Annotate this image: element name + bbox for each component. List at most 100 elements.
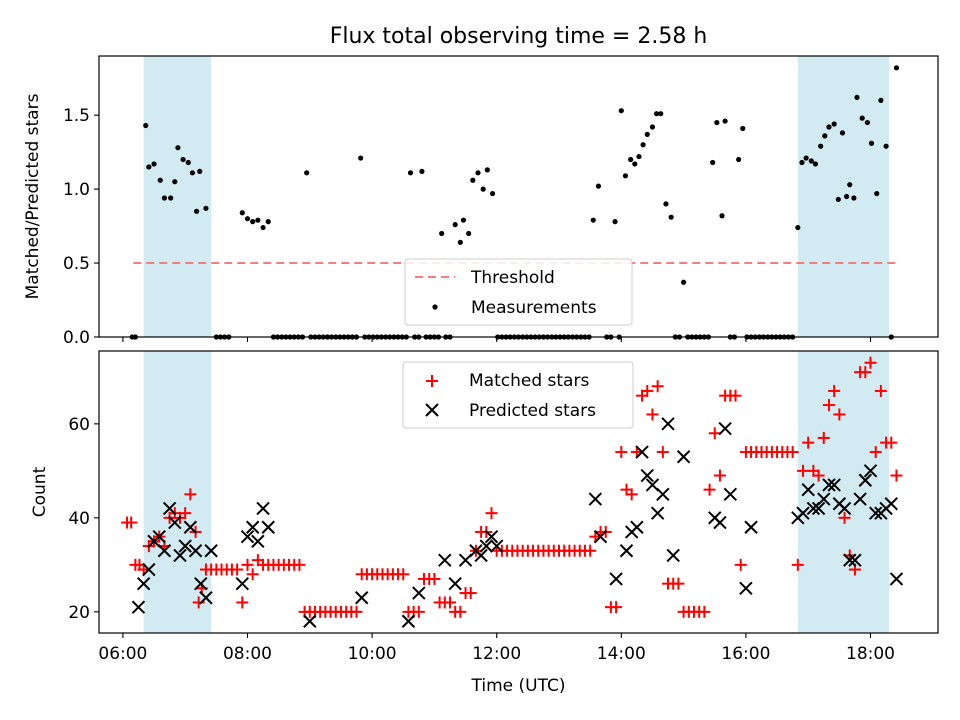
- measurement-point: [189, 170, 196, 176]
- predicted-star-point: [303, 614, 317, 628]
- matched-star-point: [672, 577, 685, 590]
- predicted-star-point: [863, 464, 878, 478]
- measurement-point: [654, 111, 660, 117]
- predicted-star-point: [796, 506, 810, 520]
- measurement-point: [452, 222, 458, 228]
- matched-star-point: [874, 384, 887, 397]
- top-y-tick-label: 1.0: [63, 180, 90, 200]
- measurement-point: [818, 143, 824, 149]
- measurement-point: [844, 193, 850, 200]
- matched-star-point: [869, 446, 882, 459]
- bot-y-tick-label: 40: [68, 509, 90, 529]
- measurement-point: [722, 118, 728, 124]
- matched-star-point: [812, 469, 825, 482]
- predicted-star-point: [199, 591, 213, 605]
- predicted-star-point: [822, 478, 836, 492]
- predicted-star-point: [630, 520, 644, 534]
- top-shaded-interval-0: [143, 56, 212, 337]
- predicted-star-point: [853, 492, 867, 506]
- matched-star-point: [485, 507, 498, 520]
- x-tick-label: 18:00: [846, 644, 895, 664]
- measurement-point: [812, 161, 819, 167]
- measurement-point: [808, 158, 814, 164]
- matched-star-point: [656, 446, 669, 459]
- predicted-star-point: [251, 534, 265, 549]
- predicted-star-point: [661, 417, 675, 431]
- measurement-point: [826, 124, 832, 130]
- matched-star-point: [651, 380, 664, 393]
- matched-star-point: [246, 568, 259, 581]
- x-tick-label: 10:00: [348, 644, 397, 664]
- predicted-star-point: [401, 614, 416, 628]
- predicted-star-point: [235, 576, 250, 591]
- measurement-point: [185, 159, 191, 166]
- measurement-point: [466, 230, 472, 237]
- x-axis-label: Time (UTC): [471, 676, 566, 696]
- measurement-point: [168, 195, 174, 201]
- measurement-point: [644, 131, 650, 137]
- measurement-point: [618, 108, 624, 114]
- predicted-star-point: [858, 473, 873, 487]
- matched-star-point: [833, 408, 846, 421]
- legend-threshold-label: Threshold: [470, 268, 555, 288]
- predicted-star-point: [194, 576, 208, 591]
- measurement-point: [795, 224, 801, 231]
- matched-star-point: [454, 605, 467, 618]
- measurement-point: [419, 168, 425, 174]
- measurement-point: [710, 159, 716, 166]
- predicted-star-point: [484, 529, 499, 544]
- top-x-axis-ticks: [122, 337, 872, 342]
- matched-star-point: [734, 558, 747, 571]
- x-tick-label: 16:00: [721, 644, 770, 664]
- measurement-point: [878, 97, 884, 103]
- legend-matched-label: Matched stars: [469, 371, 589, 391]
- matched-star-point: [890, 469, 903, 482]
- predicted-star-point: [131, 600, 146, 614]
- matched-star-point: [615, 446, 628, 459]
- measurement-point: [590, 217, 596, 223]
- measurement-point: [143, 122, 149, 129]
- measurement-point: [157, 177, 163, 183]
- predicted-star-point: [811, 501, 826, 516]
- legend-measurements-label: Measurements: [471, 298, 597, 318]
- predicted-star-point: [183, 520, 198, 534]
- measurement-point: [636, 153, 642, 160]
- matched-star-point: [646, 408, 659, 421]
- measurement-point: [439, 230, 445, 237]
- matched-star-point: [885, 436, 898, 449]
- measurement-point: [736, 156, 742, 163]
- predicted-star-point: [609, 572, 623, 586]
- predicted-star-point: [240, 529, 255, 544]
- predicted-star-point: [152, 529, 166, 544]
- predicted-star-point: [157, 544, 172, 558]
- bottom-x-axis-ticks: 06:00 08:00 10:00 12:00 14:00 16:00 18:00: [98, 633, 895, 664]
- predicted-star-point: [188, 544, 203, 558]
- predicted-star-point: [168, 515, 182, 530]
- legend-predicted-label: Predicted stars: [469, 401, 596, 421]
- predicted-star-point: [739, 581, 753, 596]
- matched-star-point: [838, 511, 851, 524]
- predicted-star-point: [619, 544, 634, 558]
- predicted-star-point: [438, 553, 452, 567]
- predicted-star-point: [713, 515, 727, 530]
- predicted-star-point: [479, 539, 494, 553]
- bot-shaded-interval-1: [797, 351, 890, 633]
- measurement-point: [595, 183, 602, 189]
- measurement-point: [194, 208, 200, 214]
- measurement-point: [640, 142, 646, 148]
- predicted-star-point: [136, 576, 151, 591]
- predicted-star-point: [261, 520, 275, 534]
- matched-star-point: [822, 399, 835, 412]
- measurement-point: [460, 217, 467, 223]
- bottom-y-axis-label: Count: [30, 466, 50, 517]
- matched-star-point: [241, 558, 254, 571]
- measurement-point: [719, 213, 725, 219]
- predicted-star-point: [142, 562, 156, 577]
- measurement-point: [612, 219, 618, 225]
- measurement-point: [831, 121, 837, 127]
- matched-star-point: [293, 558, 306, 571]
- measurement-point: [470, 177, 476, 183]
- measurement-point: [668, 214, 674, 220]
- predicted-star-point: [489, 539, 504, 553]
- predicted-star-point: [162, 501, 177, 516]
